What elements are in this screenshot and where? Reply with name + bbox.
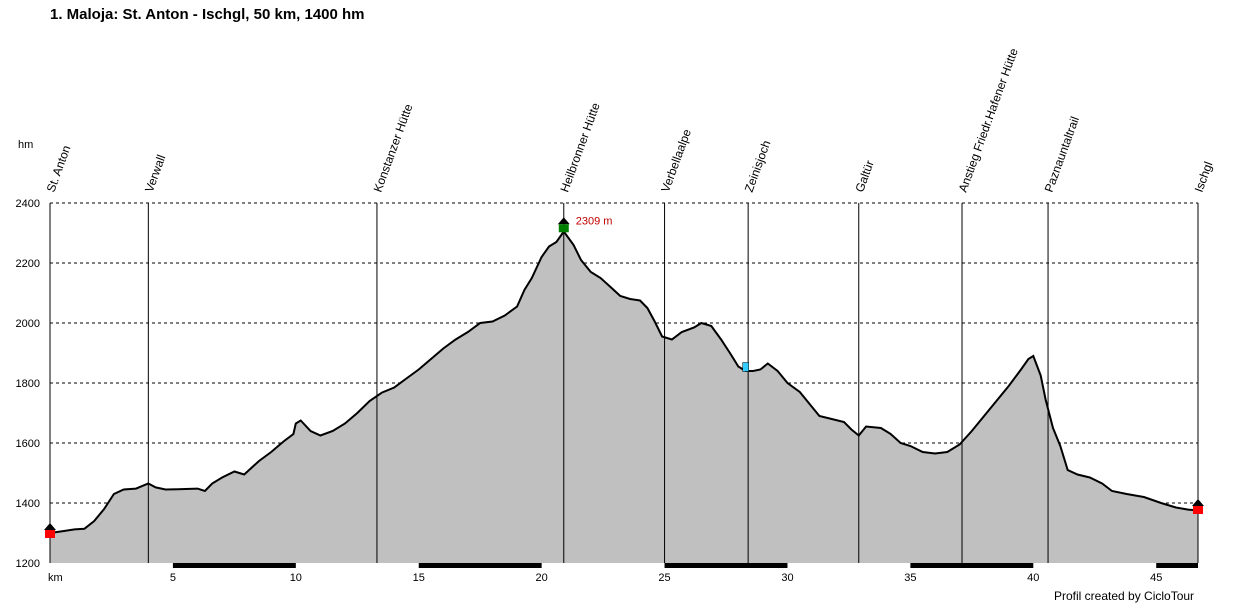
- elevation-line: [49, 229, 1199, 534]
- waypoint-label-8: Paznauntaltrail: [1042, 115, 1082, 194]
- x-axis-scale-bar: [50, 563, 1198, 568]
- waypoint-label-9: Ischgl: [1192, 160, 1216, 194]
- waypoint-label-0: St. Anton: [44, 143, 74, 194]
- x-tick-label-10: 10: [290, 572, 302, 584]
- waypoint-label-4: Verbellaalpe: [658, 127, 694, 194]
- marker-start-roof: [44, 523, 56, 530]
- x-tick-label-25: 25: [658, 572, 670, 584]
- waypoint-label-1: Verwall: [142, 153, 168, 194]
- x-tick-label-45: 45: [1150, 572, 1162, 584]
- marker-pass-icon: [742, 362, 749, 372]
- x-scale-seg-45: [1156, 563, 1198, 568]
- x-scale-seg-15: [418, 563, 542, 568]
- y-tick-label-1600: 1600: [16, 438, 40, 450]
- x-scale-seg-25: [664, 563, 788, 568]
- y-tick-label-1400: 1400: [16, 498, 40, 510]
- waypoint-label-3: Heilbronner Hütte: [557, 101, 602, 194]
- peak-elevation-label: 2309 m: [576, 215, 613, 227]
- x-axis: 5 10 15 20 25 30 35 40 45: [50, 563, 1198, 584]
- chart-title: 1. Maloja: St. Anton - Ischgl, 50 km, 14…: [50, 6, 365, 23]
- elevation-area: [50, 231, 1198, 563]
- x-tick-label-15: 15: [413, 572, 425, 584]
- y-axis: 1200 1400 1600 1800 2000 2200 2400: [16, 198, 40, 570]
- marker-start-icon: [45, 530, 55, 538]
- x-tick-label-40: 40: [1027, 572, 1039, 584]
- y-tick-label-2400: 2400: [16, 198, 40, 210]
- x-scale-seg-35: [910, 563, 1034, 568]
- x-tick-label-5: 5: [170, 572, 176, 584]
- waypoint-label-6: Galtür: [852, 159, 876, 195]
- x-tick-label-30: 30: [781, 572, 793, 584]
- waypoint-label-2: Konstanzer Hütte: [371, 102, 416, 194]
- y-tick-label-2000: 2000: [16, 318, 40, 330]
- y-tick-label-1800: 1800: [16, 378, 40, 390]
- marker-end-roof: [1192, 499, 1204, 506]
- marker-summit-icon: [558, 224, 569, 233]
- x-tick-label-20: 20: [536, 572, 548, 584]
- x-tick-label-35: 35: [904, 572, 916, 584]
- marker-end-icon: [1193, 506, 1203, 514]
- credit-text: Profil created by CicloTour: [1054, 589, 1194, 603]
- y-axis-label: hm: [18, 139, 33, 151]
- waypoint-label-5: Zeinisjoch: [742, 138, 774, 194]
- x-axis-label: km: [48, 572, 63, 584]
- x-scale-seg-5: [172, 563, 296, 568]
- profile-markers: [44, 217, 1204, 538]
- y-tick-label-2200: 2200: [16, 258, 40, 270]
- waypoint-label-7: Anstieg Friedr.Hafener Hütte: [956, 46, 1021, 194]
- marker-summit-roof: [557, 217, 570, 225]
- y-tick-label-1200: 1200: [16, 558, 40, 570]
